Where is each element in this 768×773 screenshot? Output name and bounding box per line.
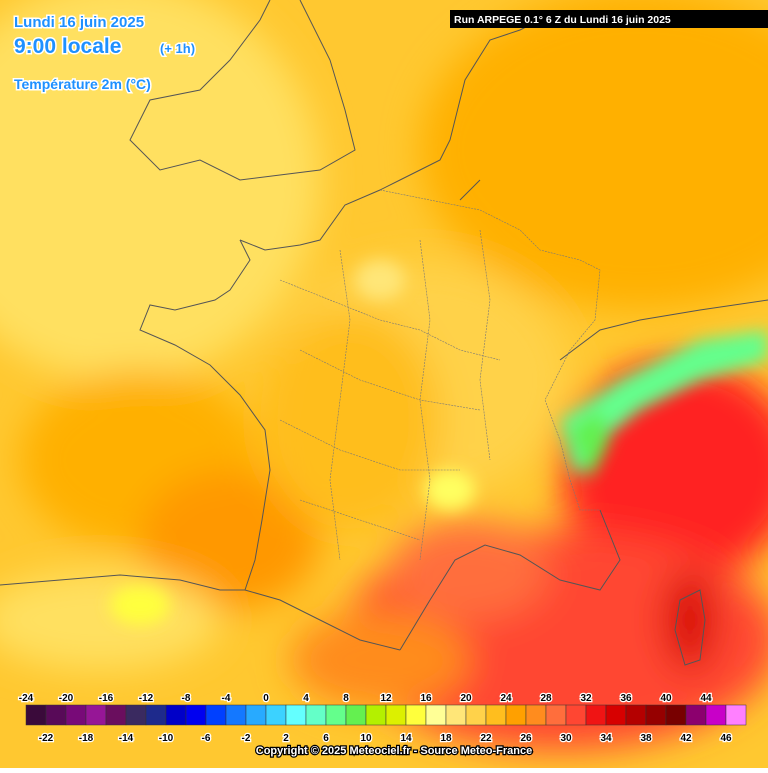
legend-swatch — [505, 704, 527, 726]
legend-label: -24 — [19, 693, 34, 704]
legend-swatch — [105, 704, 127, 726]
legend-swatch — [65, 704, 87, 726]
legend-label: 34 — [600, 733, 612, 744]
legend-label: 28 — [540, 693, 552, 704]
legend-swatch — [25, 704, 47, 726]
legend-swatch — [305, 704, 327, 726]
legend-swatch — [445, 704, 467, 726]
date: Lundi 16 juin 2025 — [14, 14, 144, 31]
legend-label: -12 — [139, 693, 154, 704]
legend-label: 8 — [343, 693, 349, 704]
legend-label: 44 — [700, 693, 712, 704]
coastlines — [0, 0, 768, 666]
legend-label: -16 — [99, 693, 114, 704]
time-offset: (+ 1h) — [160, 41, 195, 56]
legend-label: 20 — [460, 693, 472, 704]
legend-label: 2 — [283, 733, 289, 744]
legend-label: 26 — [520, 733, 532, 744]
legend-swatch — [425, 704, 447, 726]
legend-swatch — [365, 704, 387, 726]
run-banner — [450, 10, 768, 28]
legend-label: -14 — [119, 733, 134, 744]
legend-swatch — [85, 704, 107, 726]
legend-swatch — [145, 704, 167, 726]
legend-label: 4 — [303, 693, 309, 704]
legend-label: -18 — [79, 733, 94, 744]
legend-swatch — [245, 704, 267, 726]
legend-label: -2 — [242, 733, 251, 744]
legend-swatch — [585, 704, 607, 726]
legend-swatch — [705, 704, 727, 726]
legend-swatch — [285, 704, 307, 726]
legend-label: 14 — [400, 733, 412, 744]
parameter: Température 2m (°C) — [14, 76, 151, 92]
legend-swatch — [345, 704, 367, 726]
copyright: Copyright © 2025 Meteociel.fr - Source M… — [256, 745, 532, 757]
legend-label: -6 — [202, 733, 211, 744]
legend-swatch — [325, 704, 347, 726]
legend-label: 16 — [420, 693, 432, 704]
borders — [279, 189, 601, 561]
legend-swatch — [225, 704, 247, 726]
legend-swatch — [45, 704, 67, 726]
legend-swatch — [685, 704, 707, 726]
legend-label: -20 — [59, 693, 74, 704]
legend-label: 42 — [680, 733, 692, 744]
legend-swatch — [385, 704, 407, 726]
run-info: Run ARPEGE 0.1° 6 Z du Lundi 16 juin 202… — [454, 14, 671, 26]
legend-swatch — [625, 704, 647, 726]
time: 9:00 locale — [14, 35, 121, 58]
legend-label: 32 — [580, 693, 592, 704]
legend-swatch — [465, 704, 487, 726]
legend-label: 46 — [720, 733, 732, 744]
legend-label: 12 — [380, 693, 392, 704]
legend-label: 30 — [560, 733, 572, 744]
legend-swatch — [565, 704, 587, 726]
legend-label: 36 — [620, 693, 632, 704]
legend-label: -22 — [39, 733, 54, 744]
legend-label: 18 — [440, 733, 452, 744]
legend-label: 24 — [500, 693, 512, 704]
legend-label: 40 — [660, 693, 672, 704]
legend-swatch — [665, 704, 687, 726]
legend-swatch — [605, 704, 627, 726]
legend-swatch — [545, 704, 567, 726]
legend: -24-22-20-18-16-14-12-10-8-6-4-202468101… — [18, 692, 747, 745]
legend-swatch — [725, 704, 747, 726]
legend-swatch — [485, 704, 507, 726]
legend-label: 6 — [323, 733, 329, 744]
legend-label: -4 — [222, 693, 231, 704]
legend-label: -10 — [159, 733, 174, 744]
legend-swatch — [405, 704, 427, 726]
legend-label: -8 — [182, 693, 191, 704]
legend-label: 22 — [480, 733, 492, 744]
legend-swatch — [525, 704, 547, 726]
legend-swatch — [205, 704, 227, 726]
legend-swatch — [125, 704, 147, 726]
legend-label: 38 — [640, 733, 652, 744]
legend-label: 10 — [360, 733, 372, 744]
legend-swatch — [645, 704, 667, 726]
legend-label: 0 — [263, 693, 269, 704]
legend-swatch — [165, 704, 187, 726]
legend-swatch — [185, 704, 207, 726]
legend-swatch — [265, 704, 287, 726]
